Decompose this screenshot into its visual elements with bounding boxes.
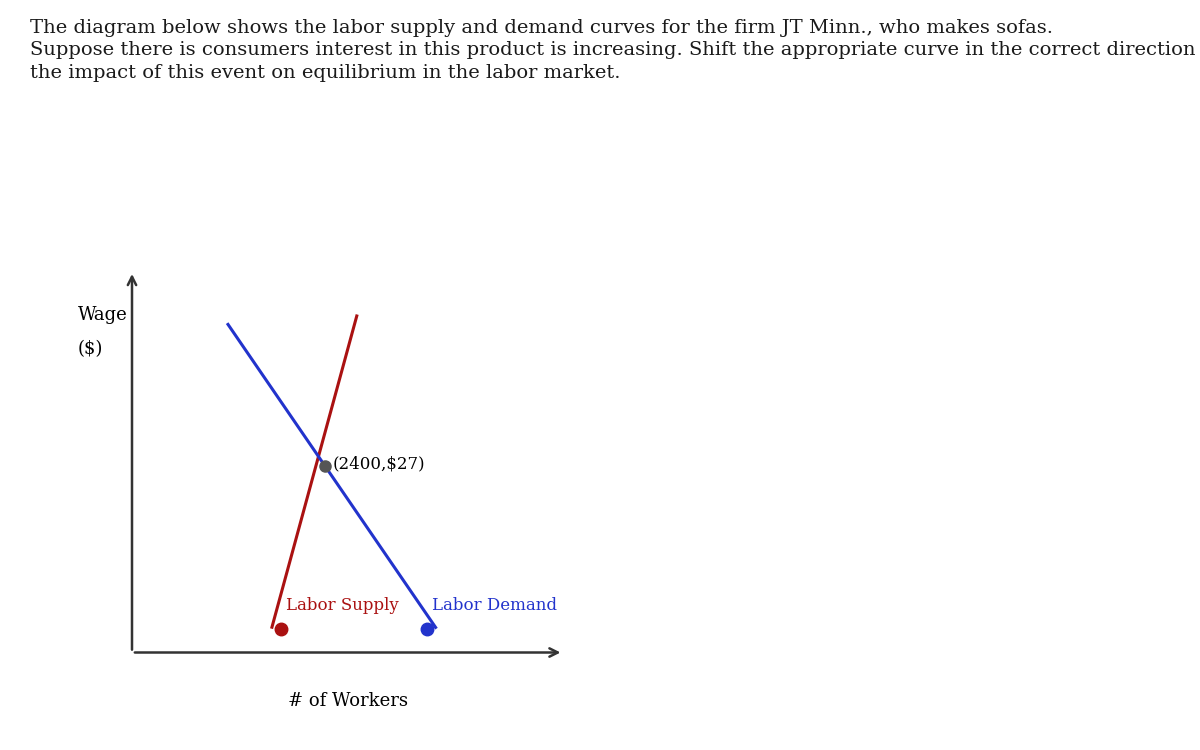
Text: ($): ($) [78, 340, 103, 358]
Text: Labor Supply: Labor Supply [286, 596, 398, 613]
Text: The diagram below shows the labor supply and demand curves for the firm JT Minn.: The diagram below shows the labor supply… [30, 19, 1054, 37]
Text: Suppose there is consumers interest in this product is increasing. Shift the app: Suppose there is consumers interest in t… [30, 41, 1200, 59]
Text: Wage: Wage [78, 306, 128, 324]
Text: Labor Demand: Labor Demand [432, 596, 557, 613]
Text: # of Workers: # of Workers [288, 692, 408, 709]
Text: the impact of this event on equilibrium in the labor market.: the impact of this event on equilibrium … [30, 64, 620, 82]
Text: (2400,$27): (2400,$27) [334, 455, 426, 472]
